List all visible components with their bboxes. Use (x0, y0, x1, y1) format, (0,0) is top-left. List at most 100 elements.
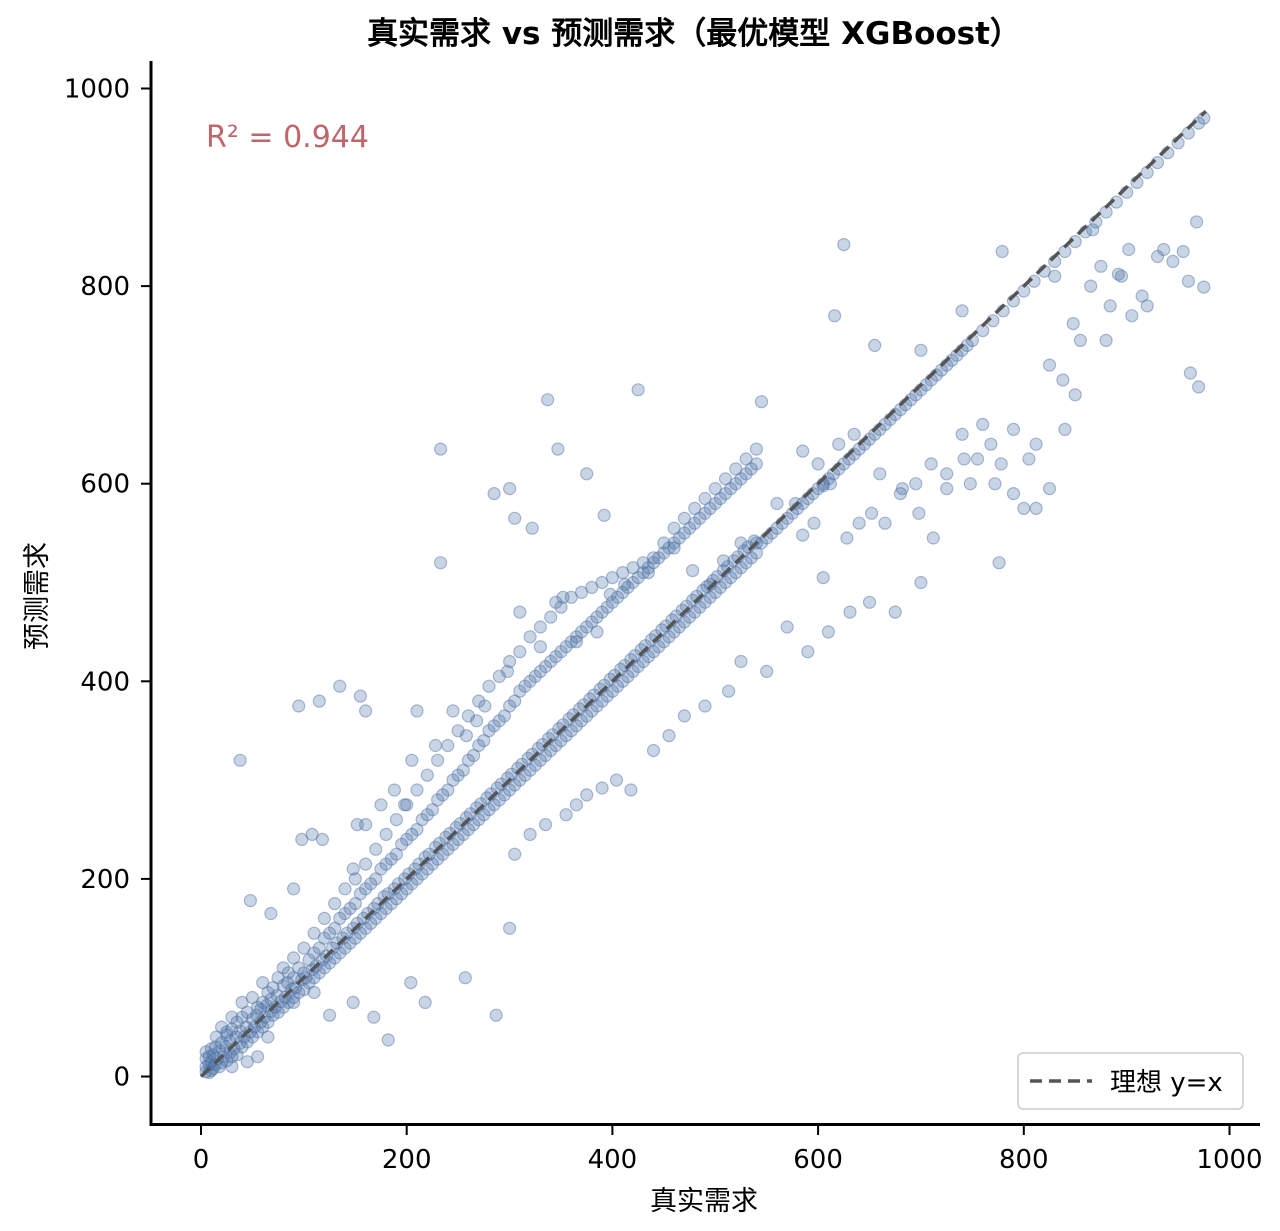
scatter-point (364, 916, 378, 931)
scatter-point (287, 990, 301, 1005)
scatter-point (585, 580, 599, 595)
scatter-point (994, 457, 1008, 471)
scatter-point (503, 783, 517, 797)
scatter-point (328, 951, 342, 965)
scatter-point (503, 654, 517, 669)
scatter-point (718, 472, 733, 486)
scatter-point (410, 783, 424, 797)
scatter-point (398, 798, 412, 812)
scatter-point (682, 610, 697, 624)
scatter-point (703, 577, 717, 592)
scatter-point (333, 946, 347, 960)
scatter-point (266, 980, 280, 995)
scatter-point (436, 788, 450, 802)
scatter-point (381, 887, 395, 901)
scatter-point (580, 709, 594, 723)
scatter-point (734, 561, 748, 575)
scatter-point (1042, 358, 1057, 372)
scatter-point (988, 477, 1002, 491)
scatter-point (359, 704, 373, 718)
scatter-point (533, 753, 548, 767)
scatter-point (1058, 422, 1072, 436)
scatter-point (287, 971, 301, 985)
scatter-point (1099, 333, 1113, 347)
scatter-point (323, 956, 337, 970)
scatter-point (374, 906, 388, 921)
y-tick-label: 600 (80, 470, 130, 500)
scatter-point (359, 857, 373, 871)
scatter-point (646, 743, 661, 758)
scatter-point (616, 565, 630, 580)
scatter-point (251, 1050, 265, 1064)
scatter-point (554, 733, 568, 748)
scatter-point (729, 565, 743, 580)
scatter-point (749, 546, 764, 560)
scatter-point (976, 417, 990, 431)
scatter-point (832, 437, 846, 451)
scatter-point (893, 487, 908, 501)
scatter-point (251, 1025, 265, 1039)
scatter-point (281, 966, 295, 980)
scatter-point (549, 649, 563, 664)
scatter-point (610, 590, 625, 604)
scatter-point (641, 565, 656, 580)
scatter-point (734, 536, 748, 550)
scatter-point (554, 600, 568, 614)
scatter-point (395, 887, 409, 901)
scatter-point (487, 487, 501, 501)
chart-title: 真实需求 vs 预测需求（最优模型 XGBoost） (367, 16, 1021, 52)
scatter-point (523, 827, 537, 842)
scatter-point (688, 501, 702, 515)
scatter-point (477, 808, 491, 822)
scatter-point (379, 901, 393, 916)
scatter-point (1056, 373, 1070, 387)
scatter-point (359, 817, 373, 832)
scatter-point (422, 847, 436, 861)
scatter-point (1166, 254, 1180, 268)
scatter-point (734, 654, 748, 669)
scatter-point (621, 669, 635, 684)
scatter-point (631, 383, 645, 397)
scatter-point (369, 842, 383, 856)
scatter-point (328, 921, 342, 935)
scatter-point (523, 674, 537, 688)
scatter-point (626, 561, 640, 575)
scatter-point (677, 526, 692, 540)
scatter-point (389, 812, 403, 827)
scatter-point (240, 1005, 254, 1019)
scatter-point (549, 738, 563, 753)
scatter-point (315, 832, 329, 847)
scatter-point (343, 936, 357, 950)
scatter-point (230, 1015, 244, 1029)
scatter-point (215, 1020, 229, 1034)
scatter-point (878, 516, 892, 530)
scatter-point (302, 975, 316, 990)
scatter-point (657, 536, 671, 550)
scatter-point (646, 645, 661, 659)
scatter-point (367, 1010, 381, 1024)
scatter-point (470, 714, 484, 728)
scatter-point (240, 1035, 254, 1049)
scatter-point (549, 595, 563, 609)
scatter-point (626, 575, 640, 590)
scatter-point (1150, 249, 1165, 264)
scatter-point (353, 926, 367, 940)
scatter-point (209, 1030, 223, 1044)
scatter-point (559, 640, 573, 654)
scatter-point (811, 457, 825, 471)
scatter-point (292, 699, 306, 713)
scatter-point (312, 941, 326, 955)
scatter-point (350, 817, 364, 832)
scatter-point (551, 442, 565, 456)
scatter-point (461, 822, 475, 837)
scatter-point (718, 487, 733, 501)
scatter-point (609, 773, 624, 787)
scatter-point (492, 714, 506, 728)
scatter-point (873, 467, 887, 481)
scatter-point (1068, 388, 1082, 402)
y-tick-label: 400 (80, 667, 130, 697)
scatter-point (677, 709, 692, 723)
scatter-point (338, 882, 352, 896)
x-tick-label: 200 (382, 1145, 432, 1175)
scatter-point (472, 738, 486, 753)
